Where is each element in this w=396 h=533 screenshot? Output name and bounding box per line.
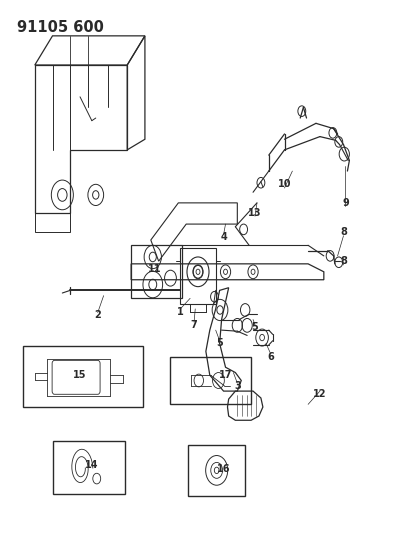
Text: 15: 15 — [73, 370, 87, 380]
Text: 16: 16 — [217, 464, 230, 474]
Text: 1: 1 — [177, 306, 184, 317]
Bar — [188, 445, 245, 496]
Text: 2: 2 — [94, 310, 101, 320]
Text: 14: 14 — [85, 460, 99, 470]
Text: 8: 8 — [340, 227, 347, 237]
Text: 10: 10 — [278, 179, 291, 189]
Text: 8: 8 — [340, 256, 347, 266]
Bar — [53, 441, 125, 495]
Text: 91105 600: 91105 600 — [17, 20, 104, 35]
Text: 3: 3 — [234, 381, 241, 391]
Text: 5: 5 — [251, 322, 259, 333]
Bar — [170, 357, 251, 405]
Text: 7: 7 — [191, 320, 198, 330]
Text: 5: 5 — [216, 338, 223, 349]
Text: 4: 4 — [220, 232, 227, 243]
Text: 11: 11 — [148, 264, 162, 274]
Text: 13: 13 — [248, 208, 262, 219]
Text: 9: 9 — [342, 198, 349, 208]
Bar — [23, 346, 143, 407]
Text: 6: 6 — [267, 352, 274, 361]
Text: 12: 12 — [313, 389, 327, 399]
Text: 17: 17 — [219, 370, 232, 380]
